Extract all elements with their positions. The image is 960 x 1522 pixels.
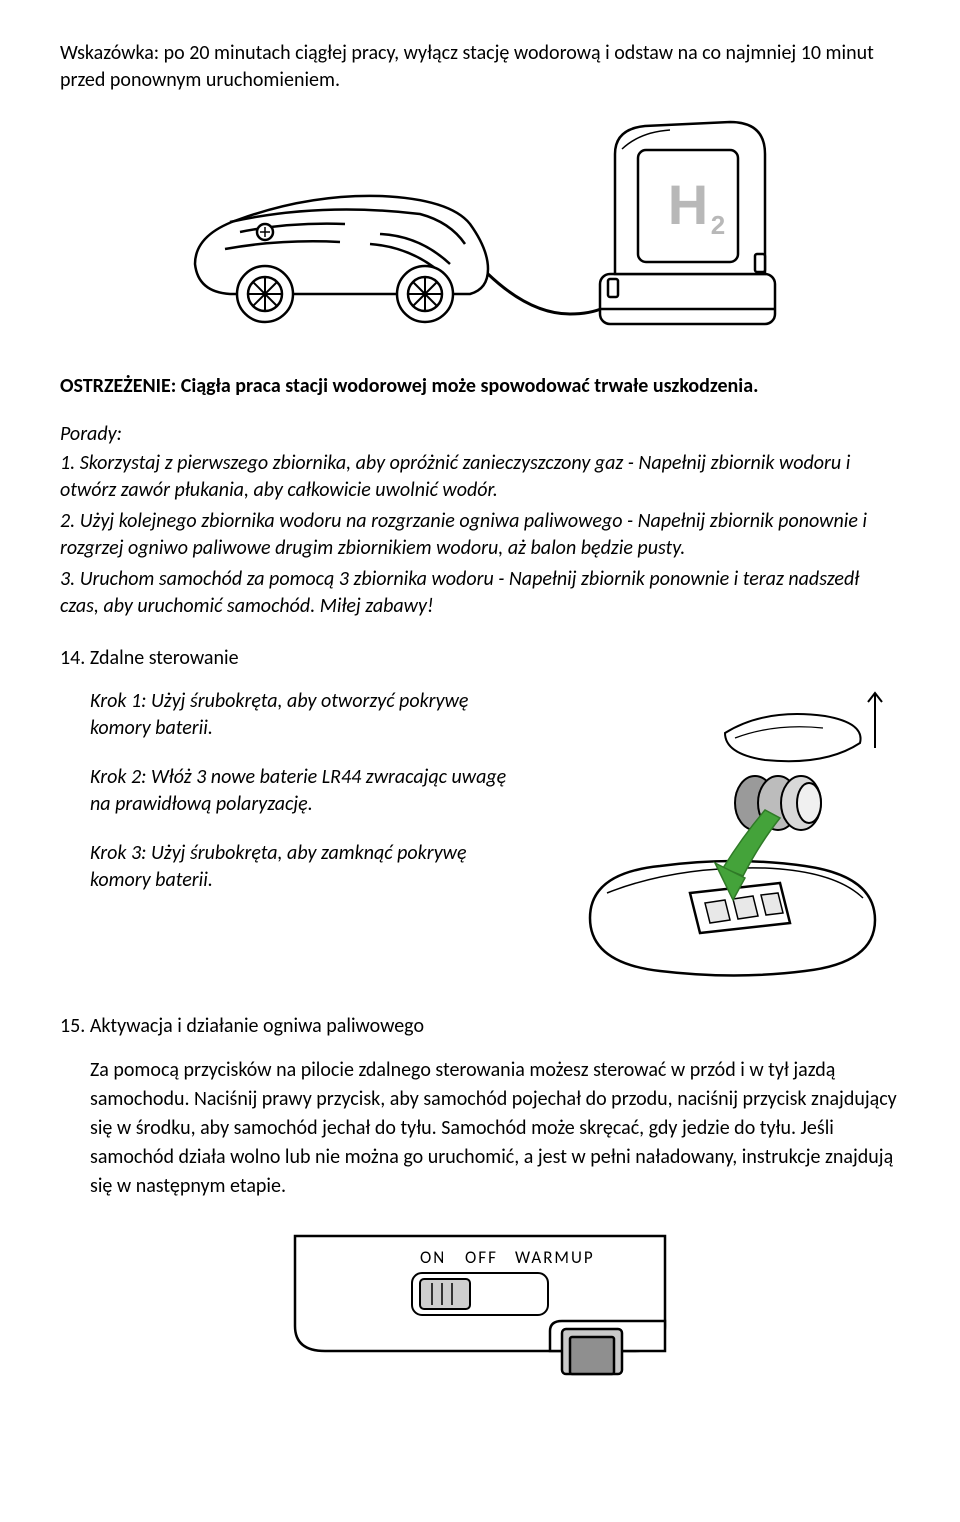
tip-3: 3. Uruchom samochód za pomocą 3 zbiornik… <box>60 566 900 620</box>
switch-label-off: OFF <box>465 1247 498 1268</box>
tip-2: 2. Użyj kolejnego zbiornika wodoru na ro… <box>60 508 900 562</box>
switch-illustration: ON OFF WARMUP <box>290 1231 670 1381</box>
section-14-title: 14. Zdalne sterowanie <box>60 646 900 670</box>
section-15-title: 15. Aktywacja i działanie ogniwa paliwow… <box>60 1014 900 1038</box>
svg-text:2: 2 <box>711 210 725 240</box>
step-2: Krok 2: Włóż 3 nowe baterie LR44 zwracaj… <box>90 764 530 818</box>
hint-text: Wskazówka: po 20 minutach ciągłej pracy,… <box>60 40 900 94</box>
step-3: Krok 3: Użyj śrubokręta, aby zamknąć pok… <box>90 840 530 894</box>
tips-heading: Porady: <box>60 422 900 446</box>
svg-text:H: H <box>668 173 708 236</box>
section-15-body: Za pomocą przycisków na pilocie zdalnego… <box>60 1056 900 1201</box>
remote-battery-illustration <box>565 688 895 988</box>
switch-label-on: ON <box>420 1247 446 1268</box>
switch-label-warmup: WARMUP <box>515 1247 595 1268</box>
tip-1: 1. Skorzystaj z pierwszego zbiornika, ab… <box>60 450 900 504</box>
step-1: Krok 1: Użyj śrubokręta, aby otworzyć po… <box>90 688 530 742</box>
figure-car-station: H 2 <box>60 114 900 344</box>
figure-switch: ON OFF WARMUP <box>60 1231 900 1381</box>
car-station-illustration: H 2 <box>170 114 790 344</box>
warning-text: OSTRZEŻENIE: Ciągła praca stacji wodorow… <box>60 374 900 398</box>
section-14-content: Krok 1: Użyj śrubokręta, aby otworzyć po… <box>60 688 900 988</box>
